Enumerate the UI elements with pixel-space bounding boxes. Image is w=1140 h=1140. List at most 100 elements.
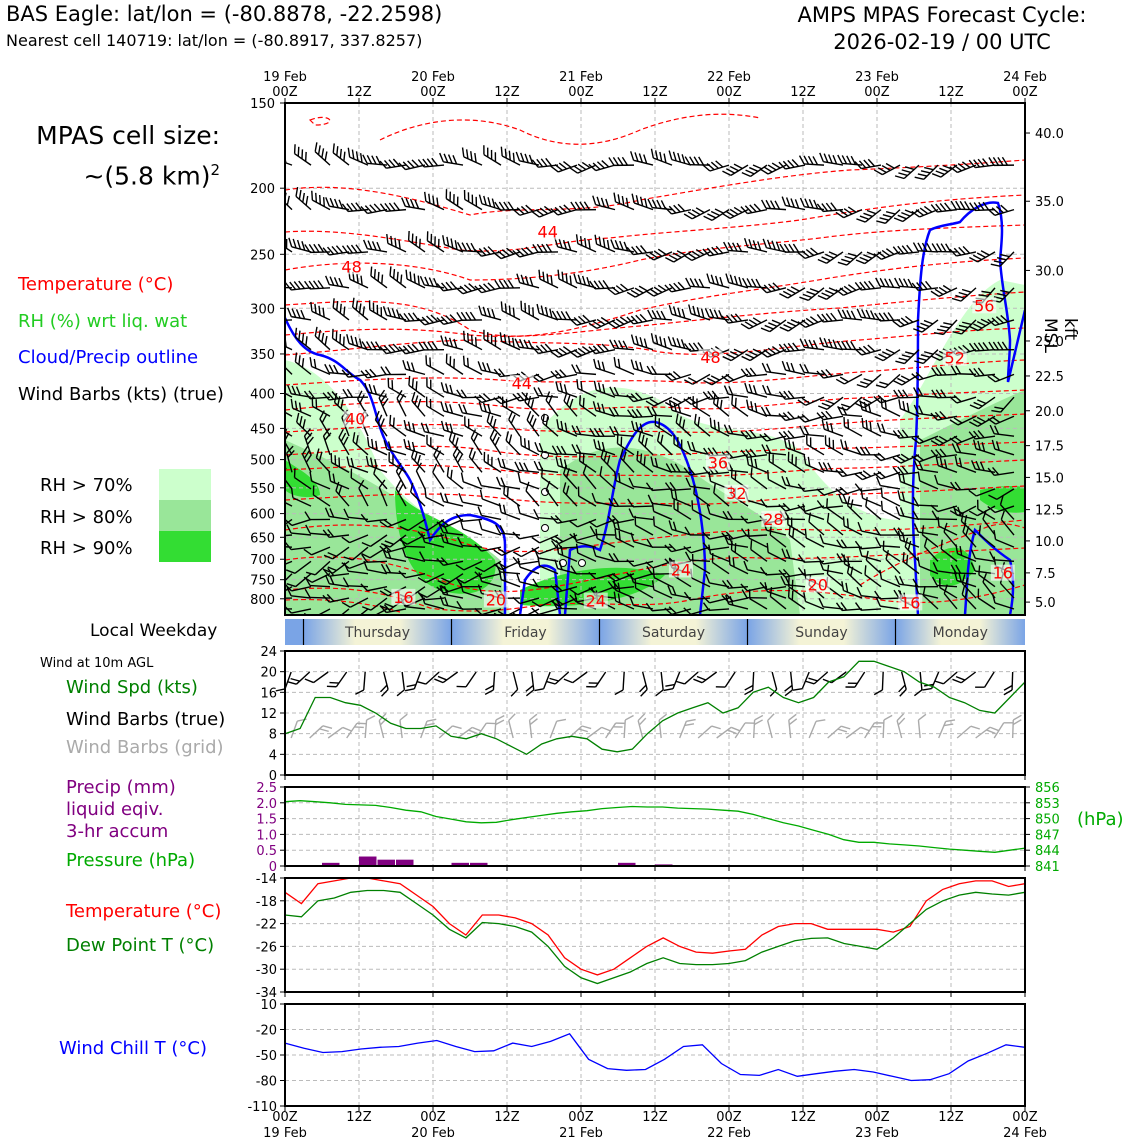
wind-barb-feather bbox=[339, 148, 343, 159]
weekday-segment bbox=[451, 619, 600, 645]
wind-barb-staff bbox=[823, 428, 844, 437]
wind-barb-feather bbox=[569, 167, 579, 174]
wind-barb-feather bbox=[885, 550, 890, 560]
profile-wind-barb bbox=[401, 197, 426, 211]
wind-barb-feather bbox=[457, 536, 463, 546]
wind-barb-feather bbox=[332, 298, 335, 308]
wind-barb-feather bbox=[487, 282, 496, 290]
top-date-label: 20 Feb bbox=[411, 70, 455, 85]
wind-barb-staff bbox=[285, 359, 293, 375]
wind-barb-staff bbox=[405, 164, 426, 171]
wind-barb-feather bbox=[837, 728, 848, 733]
wind-barb-feather bbox=[762, 238, 768, 248]
wind-barb-feather bbox=[343, 306, 346, 317]
wind-barb-staff bbox=[652, 317, 673, 321]
wind-barb-feather bbox=[465, 311, 472, 321]
wind-barb-feather bbox=[356, 722, 367, 725]
wind-barb-feather bbox=[358, 479, 365, 489]
wind-barb-feather bbox=[726, 579, 734, 589]
wind-barb-feather bbox=[556, 445, 563, 455]
profile-wind-barb bbox=[573, 273, 597, 289]
wind-barb-feather bbox=[969, 202, 976, 211]
wind-barb-feather bbox=[350, 335, 354, 345]
wind-barb-feather bbox=[593, 439, 597, 449]
wind-barb-feather bbox=[953, 247, 962, 256]
wind-barb-staff bbox=[785, 505, 806, 512]
wind-barb-feather bbox=[308, 280, 316, 290]
wind-barb-staff bbox=[882, 349, 901, 362]
wind-barb-feather bbox=[477, 506, 483, 516]
wind-barb-feather bbox=[875, 597, 881, 607]
profile-wind-barb bbox=[403, 419, 426, 437]
wind-barb-feather bbox=[346, 203, 354, 212]
wind-barb-feather bbox=[377, 271, 380, 282]
wind-barb-feather bbox=[702, 391, 710, 400]
profile-wind-barb bbox=[368, 300, 388, 321]
profile-wind-barb bbox=[515, 151, 540, 166]
profile-wind-barb bbox=[437, 573, 464, 586]
profile-wind-barb bbox=[904, 537, 920, 562]
wind-barb-feather bbox=[804, 528, 807, 539]
surface-wind-barb-true bbox=[614, 671, 625, 696]
wind-barb-feather bbox=[303, 428, 312, 437]
profile-wind-barb bbox=[673, 499, 692, 521]
wind-barb-staff bbox=[880, 484, 901, 490]
wind-barb-feather bbox=[664, 482, 672, 491]
wind-barb-feather bbox=[322, 428, 331, 437]
profile-wind-barb bbox=[468, 447, 483, 473]
wind-barb-staff bbox=[975, 726, 991, 739]
wind-barb-feather bbox=[607, 581, 615, 590]
wind-barb-staff bbox=[652, 465, 673, 474]
wind-barb-feather bbox=[785, 476, 791, 487]
profile-wind-barb bbox=[693, 484, 711, 507]
wind-barb-feather bbox=[826, 498, 829, 508]
wind-barb-feather bbox=[759, 168, 769, 175]
wind-barb-feather bbox=[324, 275, 330, 285]
contour-label-bg bbox=[391, 588, 416, 605]
profile-wind-barb bbox=[366, 437, 388, 456]
wind-barb-feather bbox=[545, 416, 549, 427]
wind-barb-feather bbox=[981, 290, 991, 294]
profile-wind-barb bbox=[315, 448, 331, 473]
wind-barb-staff bbox=[309, 584, 331, 588]
wind-barb-feather bbox=[760, 199, 767, 209]
wind-barb-staff bbox=[955, 488, 977, 491]
wind-barb-feather bbox=[863, 281, 871, 290]
wind-barb-staff bbox=[396, 398, 407, 417]
wind-barb-staff bbox=[291, 315, 312, 321]
wind-barb-feather bbox=[581, 346, 591, 353]
surface-wind-barb-grid bbox=[1011, 714, 1022, 739]
wind-barb-staff bbox=[671, 287, 692, 293]
wind-barb-feather bbox=[405, 198, 411, 208]
wind-barb-feather bbox=[678, 416, 682, 426]
wind-barb-staff bbox=[481, 314, 502, 321]
wind-barb-feather bbox=[596, 318, 606, 326]
wind-barb-feather bbox=[330, 453, 333, 463]
wind-barb-feather bbox=[413, 451, 418, 462]
wind-barb-feather bbox=[825, 368, 833, 377]
profile-wind-barb bbox=[988, 488, 1015, 500]
profile-wind-barb bbox=[578, 451, 597, 473]
wind-barb-feather bbox=[787, 588, 790, 598]
profile-wind-barb bbox=[806, 435, 825, 456]
wind-barb-feather bbox=[725, 373, 734, 381]
wind-barb-feather bbox=[686, 718, 696, 722]
profile-wind-barb bbox=[323, 546, 350, 560]
surface-wind-barb-grid bbox=[549, 718, 567, 739]
wind-barb-feather bbox=[730, 468, 733, 478]
profile-wind-barb bbox=[725, 273, 749, 289]
profile-wind-barb bbox=[646, 406, 673, 417]
wind-barb-feather bbox=[523, 462, 529, 472]
wind-barb-feather bbox=[982, 510, 987, 520]
wind-barb-feather bbox=[702, 164, 711, 172]
wind-barb-feather bbox=[696, 675, 707, 681]
profile-wind-barb bbox=[285, 541, 312, 551]
wind-barb-feather bbox=[456, 685, 467, 688]
wind-barb-feather bbox=[432, 463, 438, 473]
wind-barb-staff bbox=[842, 471, 863, 478]
wind-barb-feather bbox=[319, 410, 325, 420]
wind-barb-feather bbox=[411, 233, 414, 244]
wind-barb-feather bbox=[942, 284, 952, 292]
wind-barb-staff bbox=[918, 395, 939, 398]
cell-size-block: MPAS cell size: ~(5.8 km)2 bbox=[20, 118, 220, 193]
